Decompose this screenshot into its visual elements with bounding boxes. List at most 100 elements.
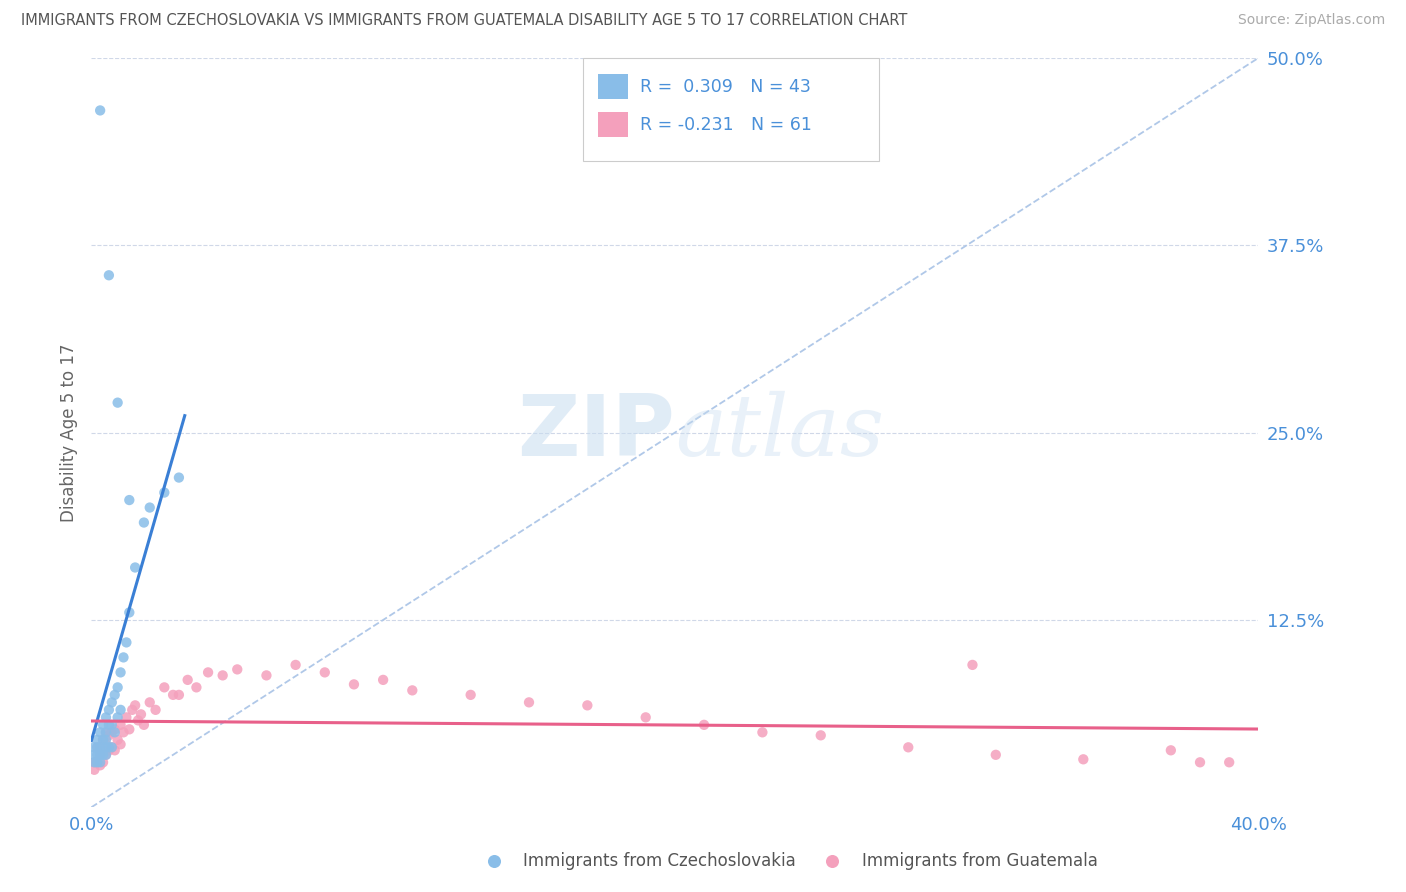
Point: [810, 728, 832, 742]
Point: [254, 668, 277, 682]
Point: [118, 723, 141, 737]
Point: [124, 560, 146, 574]
Point: [284, 657, 307, 672]
Point: [162, 688, 184, 702]
Point: [1073, 752, 1095, 766]
Text: IMMIGRANTS FROM CZECHOSLOVAKIA VS IMMIGRANTS FROM GUATEMALA DISABILITY AGE 5 TO : IMMIGRANTS FROM CZECHOSLOVAKIA VS IMMIGR…: [21, 13, 907, 29]
Point: [211, 668, 233, 682]
Point: [86, 732, 108, 747]
Text: ZIP: ZIP: [517, 391, 675, 475]
Point: [83, 740, 105, 755]
Point: [121, 703, 143, 717]
Point: [91, 718, 114, 732]
Point: [176, 673, 198, 687]
Text: Source: ZipAtlas.com: Source: ZipAtlas.com: [1237, 13, 1385, 28]
Point: [94, 747, 117, 762]
Point: [94, 725, 117, 739]
Point: [94, 747, 117, 762]
Point: [91, 743, 114, 757]
Point: [115, 710, 138, 724]
Point: [371, 673, 394, 687]
Point: [94, 737, 117, 751]
Text: Immigrants from Guatemala: Immigrants from Guatemala: [862, 852, 1098, 871]
Point: [86, 740, 108, 755]
Point: [138, 695, 162, 709]
Point: [343, 677, 366, 691]
Point: [132, 516, 155, 530]
Point: [86, 740, 108, 755]
Point: [83, 756, 105, 770]
Point: [897, 740, 920, 755]
Point: [107, 395, 129, 409]
Point: [1218, 756, 1240, 770]
Text: R =  0.309 N = 43: R = 0.309 N = 43: [640, 78, 811, 95]
Point: [101, 740, 124, 755]
Y-axis label: Disability Age 5 to 17: Disability Age 5 to 17: [59, 343, 77, 522]
Point: [153, 681, 176, 695]
Point: [1189, 756, 1212, 770]
Point: [115, 635, 138, 649]
Point: [89, 756, 111, 770]
Point: [104, 688, 127, 702]
Point: [89, 747, 111, 762]
Point: [132, 718, 155, 732]
Point: [97, 728, 120, 742]
Point: [89, 740, 111, 755]
Point: [401, 683, 423, 698]
Point: [89, 747, 111, 762]
Point: [153, 485, 176, 500]
Point: [118, 606, 141, 620]
Point: [693, 718, 716, 732]
Point: [104, 725, 127, 739]
Point: [89, 725, 111, 739]
Point: [145, 703, 167, 717]
Point: [138, 500, 162, 515]
Point: [97, 703, 120, 717]
Point: [94, 710, 117, 724]
Point: [86, 756, 108, 770]
Point: [124, 698, 146, 713]
Point: [576, 698, 599, 713]
Text: R = -0.231 N = 61: R = -0.231 N = 61: [640, 116, 811, 134]
Point: [101, 718, 124, 732]
Text: Immigrants from Czechoslovakia: Immigrants from Czechoslovakia: [523, 852, 796, 871]
Point: [110, 703, 132, 717]
Point: [226, 662, 249, 676]
Point: [110, 665, 132, 680]
Point: [104, 723, 127, 737]
Point: [517, 695, 540, 709]
Point: [101, 725, 124, 739]
Point: [97, 740, 120, 755]
Point: [107, 681, 129, 695]
Point: [89, 103, 111, 118]
Point: [104, 743, 127, 757]
Point: [89, 758, 111, 772]
Point: [91, 732, 114, 747]
Point: [91, 747, 114, 762]
Point: [112, 725, 135, 739]
Point: [197, 665, 219, 680]
Point: [129, 707, 152, 722]
Point: [97, 268, 120, 283]
Point: [127, 714, 149, 728]
Point: [101, 695, 124, 709]
Point: [186, 681, 208, 695]
Point: [94, 740, 117, 755]
Point: [110, 737, 132, 751]
Point: [751, 725, 773, 739]
Point: [97, 718, 120, 732]
Point: [107, 710, 129, 724]
Point: [314, 665, 336, 680]
Point: [107, 732, 129, 747]
Point: [94, 725, 117, 739]
Point: [89, 740, 111, 755]
Point: [94, 732, 117, 747]
Point: [83, 763, 105, 777]
Point: [984, 747, 1007, 762]
Point: [962, 657, 984, 672]
Point: [460, 688, 482, 702]
Point: [86, 756, 108, 770]
Point: [167, 688, 190, 702]
Point: [97, 743, 120, 757]
Point: [118, 493, 141, 508]
